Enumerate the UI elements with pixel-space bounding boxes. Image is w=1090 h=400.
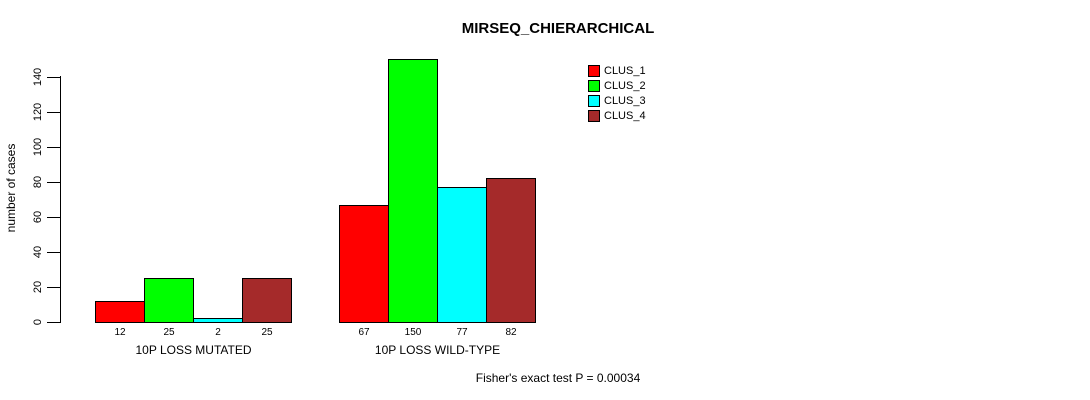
- y-tick-label: 20: [32, 280, 44, 294]
- y-tick-label: 120: [32, 102, 44, 122]
- bar-clus_4: [242, 278, 292, 323]
- bar-value-label: 2: [215, 327, 221, 338]
- bar-value-label: 25: [163, 327, 175, 338]
- legend-label-clus_2: CLUS_2: [604, 80, 646, 92]
- bar-value-label: 12: [114, 327, 126, 338]
- bar-value-label: 82: [505, 327, 517, 338]
- y-tick-label: 0: [32, 318, 44, 326]
- y-tick-label: 60: [32, 210, 44, 224]
- chart-title: MIRSEQ_CHIERARCHICAL: [461, 20, 655, 37]
- y-tick-mark: [47, 322, 60, 323]
- bar-clus_4: [486, 178, 536, 323]
- category-label: 10P LOSS MUTATED: [135, 343, 252, 357]
- y-tick-mark: [47, 252, 60, 253]
- bar-clus_3: [437, 187, 487, 323]
- bar-value-label: 25: [261, 327, 273, 338]
- bar-clus_3: [193, 318, 243, 323]
- y-tick-label: 40: [32, 245, 44, 259]
- legend-swatch-clus_4: [588, 110, 600, 122]
- y-tick-mark: [47, 182, 60, 183]
- bar-clus_1: [339, 205, 389, 323]
- bar-clus_2: [144, 278, 194, 323]
- y-tick-mark: [47, 147, 60, 148]
- bar-value-label: 67: [358, 327, 370, 338]
- bar-value-label: 150: [404, 327, 422, 338]
- y-tick-mark: [47, 77, 60, 78]
- legend-label-clus_1: CLUS_1: [604, 65, 646, 77]
- y-tick-label: 140: [32, 67, 44, 87]
- fisher-test-note: Fisher's exact test P = 0.00034: [475, 371, 641, 385]
- y-axis-label: number of cases: [4, 143, 18, 233]
- y-tick-label: 100: [32, 137, 44, 157]
- y-tick-mark: [47, 112, 60, 113]
- legend-label-clus_3: CLUS_3: [604, 95, 646, 107]
- y-axis-line: [60, 76, 61, 323]
- y-tick-mark: [47, 287, 60, 288]
- legend-swatch-clus_3: [588, 95, 600, 107]
- bar-clus_2: [388, 59, 438, 323]
- bar-value-label: 77: [456, 327, 468, 338]
- legend-swatch-clus_1: [588, 65, 600, 77]
- legend-label-clus_4: CLUS_4: [604, 110, 646, 122]
- y-tick-label: 80: [32, 175, 44, 189]
- legend-swatch-clus_2: [588, 80, 600, 92]
- y-tick-mark: [47, 217, 60, 218]
- bar-clus_1: [95, 301, 145, 323]
- category-label: 10P LOSS WILD-TYPE: [374, 343, 501, 357]
